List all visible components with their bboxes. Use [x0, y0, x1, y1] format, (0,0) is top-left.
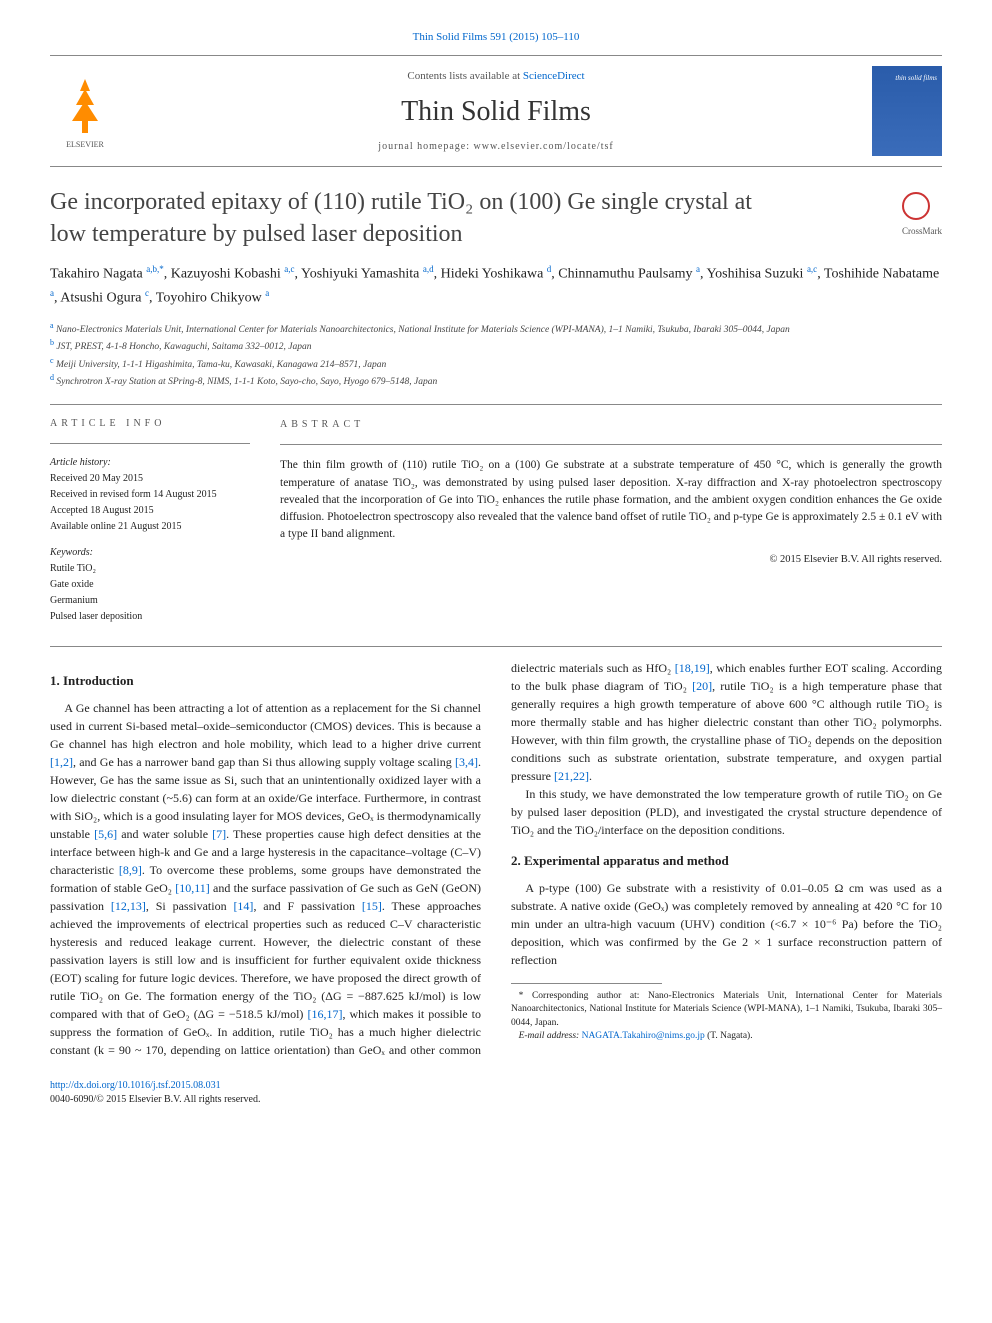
contents-lists: Contents lists available at ScienceDirec… [135, 69, 857, 84]
citation-link[interactable]: [16,17] [307, 1007, 342, 1021]
divider [50, 646, 942, 647]
footer: http://dx.doi.org/10.1016/j.tsf.2015.08.… [50, 1079, 942, 1107]
article-info-heading: ARTICLE INFO [50, 417, 250, 431]
article-info-block: ARTICLE INFO Article history: Received 2… [50, 417, 250, 626]
citation-link[interactable]: [20] [692, 679, 712, 693]
issn-copyright: 0040-6090/© 2015 Elsevier B.V. All right… [50, 1094, 260, 1105]
abstract-copyright: © 2015 Elsevier B.V. All rights reserved… [280, 552, 942, 568]
body-columns: 1. Introduction A Ge channel has been at… [50, 659, 942, 1059]
received-date: Received 20 May 2015 [50, 472, 250, 486]
citation-link[interactable]: [3,4] [455, 755, 478, 769]
experimental-paragraph-1: A p-type (100) Ge substrate with a resis… [511, 879, 942, 969]
sciencedirect-link[interactable]: ScienceDirect [523, 70, 585, 82]
history-label: Article history: [50, 456, 250, 470]
revised-date: Received in revised form 14 August 2015 [50, 488, 250, 502]
online-date: Available online 21 August 2015 [50, 520, 250, 534]
issue-link[interactable]: Thin Solid Films 591 (2015) 105–110 [413, 31, 580, 43]
issue-citation: Thin Solid Films 591 (2015) 105–110 [50, 30, 942, 45]
keyword: Gate oxide [50, 578, 250, 592]
corresponding-author-footnote: * Corresponding author at: Nano-Electron… [511, 990, 942, 1030]
keyword: Rutile TiO₂ [50, 562, 250, 576]
section-heading-experimental: 2. Experimental apparatus and method [511, 851, 942, 871]
section-heading-intro: 1. Introduction [50, 671, 481, 691]
citation-link[interactable]: [1,2] [50, 755, 73, 769]
crossmark-badge[interactable]: CrossMark [902, 192, 942, 237]
accepted-date: Accepted 18 August 2015 [50, 504, 250, 518]
citation-link[interactable]: [15] [362, 899, 382, 913]
keyword: Germanium [50, 594, 250, 608]
abstract-heading: ABSTRACT [280, 417, 942, 432]
email-link[interactable]: NAGATA.Takahiro@nims.go.jp [582, 1031, 705, 1041]
citation-link[interactable]: [10,11] [175, 881, 210, 895]
citation-link[interactable]: [7] [212, 827, 226, 841]
intro-paragraph-2: In this study, we have demonstrated the … [511, 785, 942, 839]
journal-title: Thin Solid Films [135, 92, 857, 131]
keywords-label: Keywords: [50, 546, 250, 560]
citation-link[interactable]: [21,22] [554, 769, 589, 783]
footnote-separator [511, 983, 662, 984]
elsevier-logo: ELSEVIER [50, 71, 120, 151]
journal-cover-thumbnail [872, 66, 942, 156]
svg-text:ELSEVIER: ELSEVIER [66, 140, 104, 149]
author-list: Takahiro Nagata a,b,*, Kazuyoshi Kobashi… [50, 262, 942, 310]
citation-link[interactable]: [14] [233, 899, 253, 913]
affiliations: a Nano-Electronics Materials Unit, Inter… [50, 320, 942, 390]
divider [50, 404, 942, 405]
article-title: Ge incorporated epitaxy of (110) rutile … [50, 187, 942, 249]
citation-link[interactable]: [18,19] [675, 661, 710, 675]
citation-link[interactable]: [5,6] [94, 827, 117, 841]
email-footnote: E-mail address: NAGATA.Takahiro@nims.go.… [511, 1030, 942, 1043]
journal-homepage: journal homepage: www.elsevier.com/locat… [135, 140, 857, 154]
masthead: ELSEVIER Contents lists available at Sci… [50, 55, 942, 167]
abstract-block: ABSTRACT The thin film growth of (110) r… [280, 417, 942, 626]
citation-link[interactable]: [12,13] [111, 899, 146, 913]
doi-link[interactable]: http://dx.doi.org/10.1016/j.tsf.2015.08.… [50, 1080, 221, 1091]
keyword: Pulsed laser deposition [50, 610, 250, 624]
abstract-text: The thin film growth of (110) rutile TiO… [280, 457, 942, 543]
citation-link[interactable]: [8,9] [119, 863, 142, 877]
